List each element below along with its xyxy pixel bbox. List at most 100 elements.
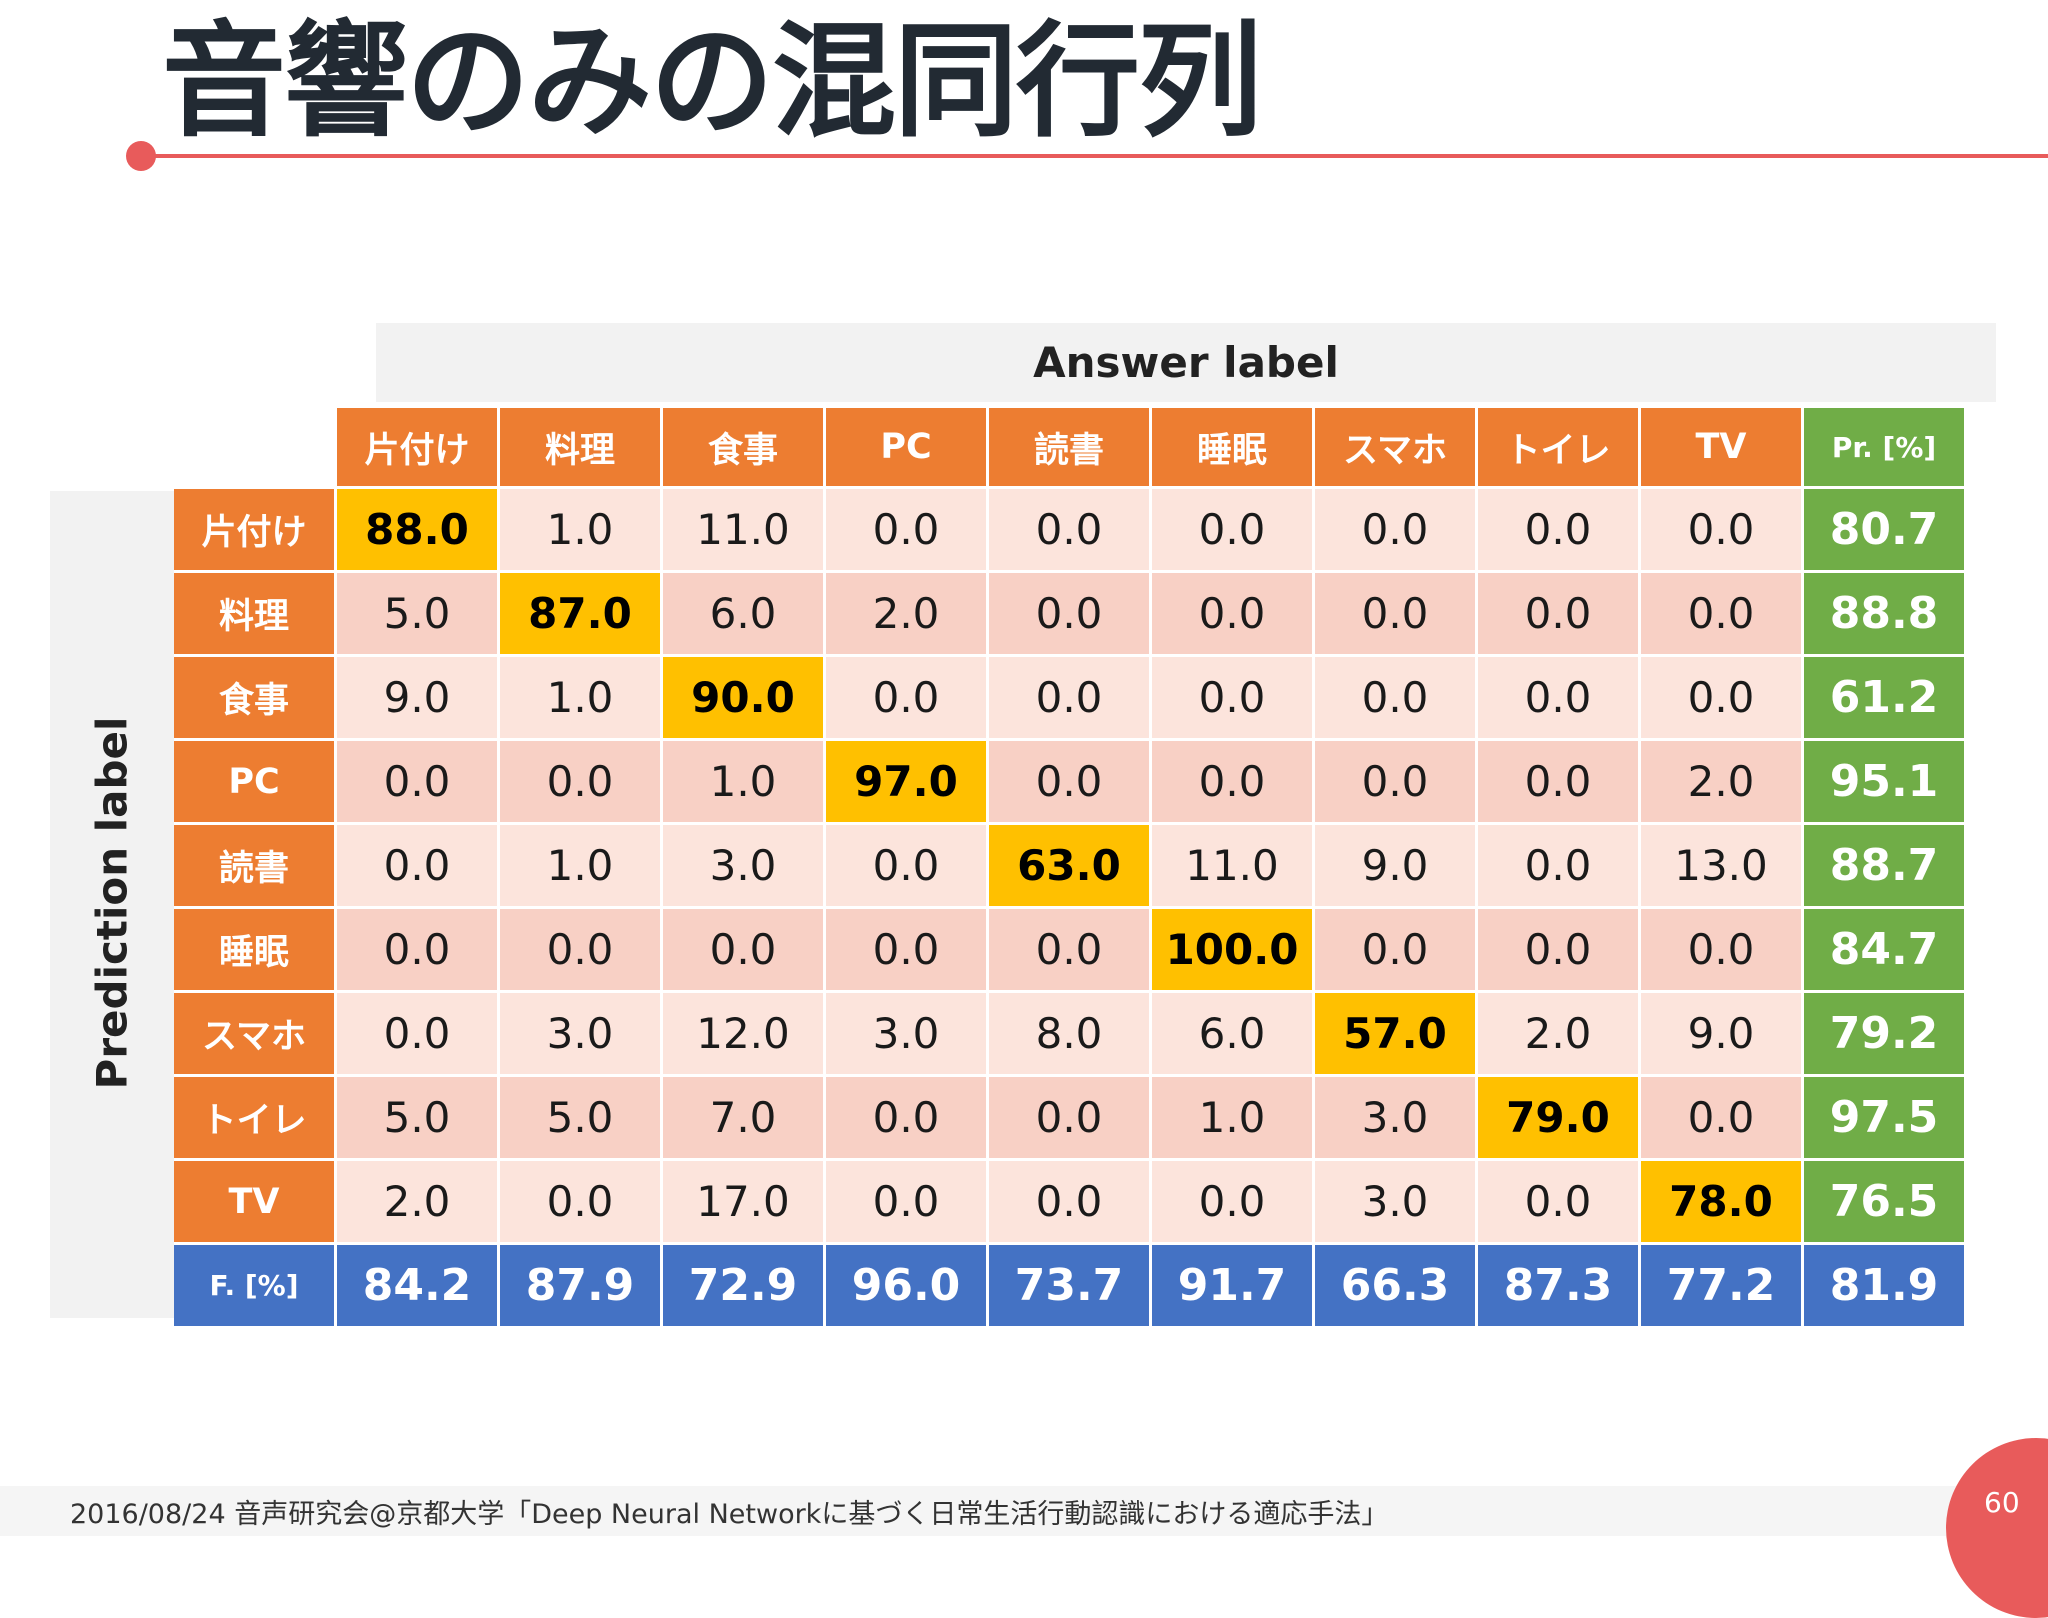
page-number: 60 [1984,1486,2020,1519]
matrix-cell: 0.0 [1641,573,1801,654]
matrix-cell: 11.0 [663,489,823,570]
precision-value: 88.8 [1804,573,1964,654]
matrix-cell: 1.0 [663,741,823,822]
matrix-cell: 1.0 [500,489,660,570]
diagonal-cell: 100.0 [1152,909,1312,990]
fmeasure-value: 73.7 [989,1245,1149,1326]
matrix-cell: 13.0 [1641,825,1801,906]
matrix-cell: 0.0 [989,489,1149,570]
answer-class-header: トイレ [1478,408,1638,486]
matrix-cell: 0.0 [1152,489,1312,570]
prediction-axis-band [50,491,174,1318]
matrix-cell: 0.0 [989,573,1149,654]
matrix-cell: 0.0 [1478,825,1638,906]
diagonal-cell: 90.0 [663,657,823,738]
diagonal-cell: 88.0 [337,489,497,570]
matrix-cell: 2.0 [1641,741,1801,822]
answer-class-header: 料理 [500,408,660,486]
precision-value: 97.5 [1804,1077,1964,1158]
matrix-cell: 17.0 [663,1161,823,1242]
matrix-cell: 0.0 [500,741,660,822]
precision-value: 84.7 [1804,909,1964,990]
matrix-cell: 0.0 [989,657,1149,738]
diagonal-cell: 87.0 [500,573,660,654]
matrix-cell: 0.0 [989,1077,1149,1158]
footer-bar [0,1486,2048,1536]
matrix-cell: 0.0 [337,993,497,1074]
matrix-cell: 0.0 [1315,489,1475,570]
matrix-cell: 3.0 [500,993,660,1074]
matrix-cell: 0.0 [1315,909,1475,990]
matrix-cell: 0.0 [826,1161,986,1242]
matrix-cell: 0.0 [826,825,986,906]
matrix-cell: 9.0 [1315,825,1475,906]
matrix-cell: 0.0 [1641,657,1801,738]
fmeasure-value: 84.2 [337,1245,497,1326]
slide-title: 音響のみの混同行列 [162,10,1262,154]
matrix-cell: 0.0 [1315,657,1475,738]
fmeasure-header: F. [%] [174,1245,334,1326]
prediction-class-header: PC [174,741,334,822]
precision-value: 79.2 [1804,993,1964,1074]
matrix-cell: 0.0 [500,909,660,990]
precision-value: 76.5 [1804,1161,1964,1242]
matrix-cell: 0.0 [1641,909,1801,990]
matrix-cell: 9.0 [1641,993,1801,1074]
matrix-cell: 0.0 [1478,573,1638,654]
prediction-class-header: TV [174,1161,334,1242]
matrix-cell: 2.0 [337,1161,497,1242]
matrix-cell: 3.0 [826,993,986,1074]
prediction-class-header: 睡眠 [174,909,334,990]
matrix-cell: 2.0 [1478,993,1638,1074]
matrix-cell: 0.0 [1478,1161,1638,1242]
precision-value: 80.7 [1804,489,1964,570]
fmeasure-value: 77.2 [1641,1245,1801,1326]
matrix-cell: 0.0 [989,741,1149,822]
fmeasure-value: 72.9 [663,1245,823,1326]
matrix-cell: 0.0 [1315,741,1475,822]
matrix-cell: 0.0 [337,825,497,906]
confusion-matrix-grid: 片付け 料理 食事 PC 読書 睡眠 スマホ トイレ TV Pr. [%] 片付け 88.0 1.0 11… [174,408,1964,1326]
answer-class-header: TV [1641,408,1801,486]
precision-header: Pr. [%] [1804,408,1964,486]
answer-class-header: PC [826,408,986,486]
precision-value: 88.7 [1804,825,1964,906]
matrix-corner [174,408,334,486]
matrix-cell: 1.0 [1152,1077,1312,1158]
fmeasure-overall: 81.9 [1804,1245,1964,1326]
matrix-cell: 0.0 [989,909,1149,990]
prediction-class-header: 読書 [174,825,334,906]
precision-value: 61.2 [1804,657,1964,738]
matrix-cell: 7.0 [663,1077,823,1158]
diagonal-cell: 78.0 [1641,1161,1801,1242]
matrix-cell: 3.0 [663,825,823,906]
prediction-class-header: スマホ [174,993,334,1074]
matrix-cell: 0.0 [663,909,823,990]
matrix-cell: 0.0 [1152,657,1312,738]
matrix-cell: 8.0 [989,993,1149,1074]
matrix-cell: 0.0 [337,909,497,990]
matrix-cell: 5.0 [337,1077,497,1158]
matrix-cell: 0.0 [337,741,497,822]
answer-class-header: 食事 [663,408,823,486]
matrix-cell: 0.0 [1315,573,1475,654]
matrix-cell: 6.0 [1152,993,1312,1074]
diagonal-cell: 57.0 [1315,993,1475,1074]
matrix-cell: 0.0 [1641,1077,1801,1158]
matrix-cell: 0.0 [1478,657,1638,738]
matrix-cell: 9.0 [337,657,497,738]
matrix-cell: 0.0 [826,1077,986,1158]
matrix-cell: 2.0 [826,573,986,654]
matrix-cell: 0.0 [1152,1161,1312,1242]
matrix-cell: 0.0 [1478,741,1638,822]
matrix-cell: 0.0 [826,657,986,738]
matrix-cell: 0.0 [826,909,986,990]
fmeasure-value: 96.0 [826,1245,986,1326]
matrix-cell: 0.0 [1478,909,1638,990]
matrix-cell: 0.0 [1478,489,1638,570]
prediction-class-header: 片付け [174,489,334,570]
matrix-cell: 3.0 [1315,1161,1475,1242]
matrix-cell: 0.0 [1152,741,1312,822]
prediction-class-header: 料理 [174,573,334,654]
page-number-badge [1946,1438,2048,1618]
